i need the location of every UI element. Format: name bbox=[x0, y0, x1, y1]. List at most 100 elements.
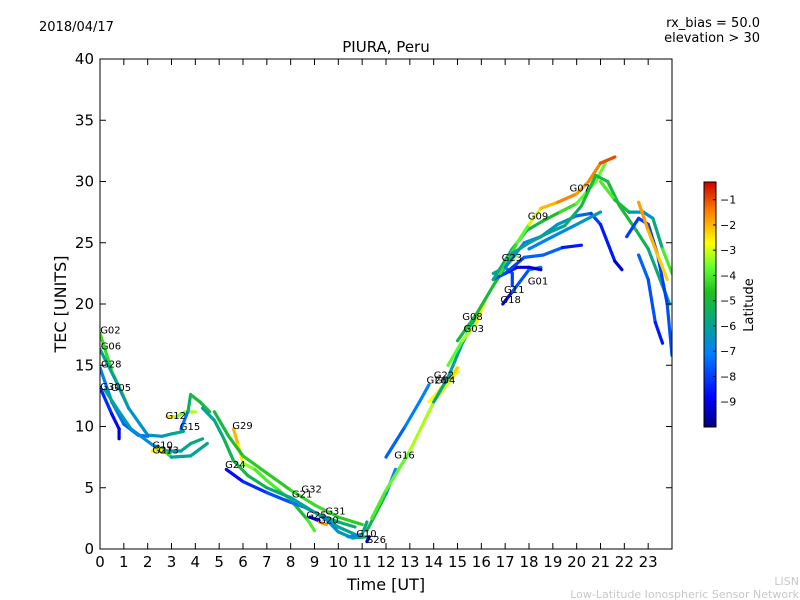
satellite-label: G16 bbox=[394, 450, 414, 461]
track-segment bbox=[241, 461, 257, 471]
track-segment bbox=[129, 427, 154, 447]
series-G32 bbox=[212, 410, 364, 527]
y-axis-label: TEC [UNITS] bbox=[51, 256, 70, 354]
x-tick-label: 21 bbox=[591, 553, 610, 571]
track-segment bbox=[594, 161, 607, 184]
y-tick-label: 35 bbox=[75, 111, 94, 129]
track-segment bbox=[189, 393, 202, 404]
track-segment bbox=[336, 520, 357, 529]
track-segment bbox=[636, 253, 650, 282]
track-segment bbox=[641, 210, 655, 220]
x-tick-label: 3 bbox=[167, 553, 177, 571]
satellite-label: G28 bbox=[101, 360, 121, 371]
date-label: 2018/04/17 bbox=[39, 20, 114, 35]
track-segment bbox=[246, 473, 269, 490]
series-S26 bbox=[365, 535, 371, 544]
track-segment bbox=[527, 235, 555, 251]
track-segment bbox=[665, 302, 672, 357]
track-segment bbox=[613, 259, 624, 272]
track-segment bbox=[289, 496, 317, 514]
track-segment bbox=[289, 488, 317, 507]
track-segment bbox=[579, 173, 598, 208]
satellite-label: G31 bbox=[325, 507, 345, 518]
track-segment bbox=[498, 241, 519, 275]
y-tick-label: 25 bbox=[75, 234, 94, 252]
series-G13e bbox=[527, 210, 603, 251]
track-segment bbox=[265, 486, 293, 500]
track-segment bbox=[100, 347, 116, 380]
track-segment bbox=[446, 339, 464, 367]
track-segment bbox=[555, 192, 579, 204]
satellite-label: G23 bbox=[502, 253, 522, 264]
satellite-label: G15 bbox=[180, 422, 200, 433]
track-segment bbox=[212, 418, 226, 441]
track-segment bbox=[636, 200, 650, 233]
x-axis-label: Time [UT] bbox=[346, 575, 425, 594]
track-segment bbox=[227, 434, 245, 458]
x-tick-label: 10 bbox=[329, 553, 348, 571]
track-segment bbox=[527, 231, 550, 245]
series-G30 bbox=[100, 385, 121, 441]
track-segment bbox=[253, 467, 269, 482]
track-segment bbox=[103, 388, 119, 410]
track-segment bbox=[127, 406, 150, 437]
credit-lisn: LISN bbox=[774, 575, 799, 588]
y-tick-label: 30 bbox=[75, 173, 94, 191]
axes: 0 1 2 3 4 5 6 7 8 9 10 11 12 13 14 15 16 17 18 19 20 21 22 2305… bbox=[75, 50, 672, 571]
colorbar-tick-label: −4 bbox=[720, 269, 736, 282]
track-segment bbox=[241, 480, 269, 495]
colorbar-tick-label: −2 bbox=[720, 219, 736, 232]
satellite-label: G03 bbox=[464, 324, 484, 335]
satellite-label: G12 bbox=[166, 411, 186, 422]
y-tick-label: 20 bbox=[75, 295, 94, 313]
x-tick-label: 14 bbox=[424, 553, 443, 571]
track-segment bbox=[541, 210, 562, 223]
series-G06 bbox=[100, 347, 185, 438]
track-segment bbox=[179, 409, 190, 431]
satellite-label: G08 bbox=[462, 312, 482, 323]
satellite-label: G26 bbox=[427, 376, 447, 387]
data-layer bbox=[100, 155, 672, 544]
track-segment bbox=[110, 412, 121, 431]
satellite-label: G01 bbox=[528, 276, 548, 287]
x-tick-label: 5 bbox=[214, 553, 224, 571]
x-tick-label: 20 bbox=[567, 553, 586, 571]
track-segment bbox=[656, 253, 669, 282]
x-tick-label: 2 bbox=[143, 553, 153, 571]
track-segment bbox=[660, 247, 672, 275]
track-segment bbox=[365, 535, 371, 544]
series-G19 bbox=[346, 520, 369, 539]
track-segment bbox=[598, 155, 617, 165]
track-segment bbox=[403, 400, 421, 429]
satellite-label: G25 bbox=[306, 510, 326, 521]
track-segment bbox=[224, 467, 245, 484]
series-G29e bbox=[503, 211, 624, 272]
satellite-label: G27 bbox=[152, 445, 172, 456]
track-segment bbox=[370, 488, 388, 521]
track-segment bbox=[539, 200, 560, 210]
satellite-label: G22 bbox=[434, 371, 454, 382]
series-G26 bbox=[384, 383, 431, 459]
satellite-label: G13 bbox=[158, 445, 178, 456]
x-tick-label: 1 bbox=[119, 553, 129, 571]
track-segment bbox=[408, 400, 436, 453]
track-segment bbox=[336, 515, 364, 527]
track-segment bbox=[508, 241, 531, 257]
series-G05 bbox=[103, 388, 205, 453]
x-tick-label: 11 bbox=[353, 553, 372, 571]
track-segment bbox=[575, 211, 593, 218]
satellite-label: G10 bbox=[152, 441, 172, 452]
track-segment bbox=[100, 331, 114, 373]
track-segment bbox=[169, 454, 193, 459]
satellite-label: G29 bbox=[232, 421, 252, 432]
satellite-label: G04 bbox=[435, 376, 455, 387]
track-segment bbox=[646, 247, 662, 282]
x-tick-label: 9 bbox=[310, 553, 320, 571]
x-tick-label: 17 bbox=[496, 553, 515, 571]
track-segment bbox=[265, 471, 293, 492]
satellite-label: S26 bbox=[367, 535, 386, 546]
track-segment bbox=[527, 265, 543, 272]
satellite-label: G05 bbox=[111, 383, 131, 394]
track-segment bbox=[446, 366, 460, 382]
